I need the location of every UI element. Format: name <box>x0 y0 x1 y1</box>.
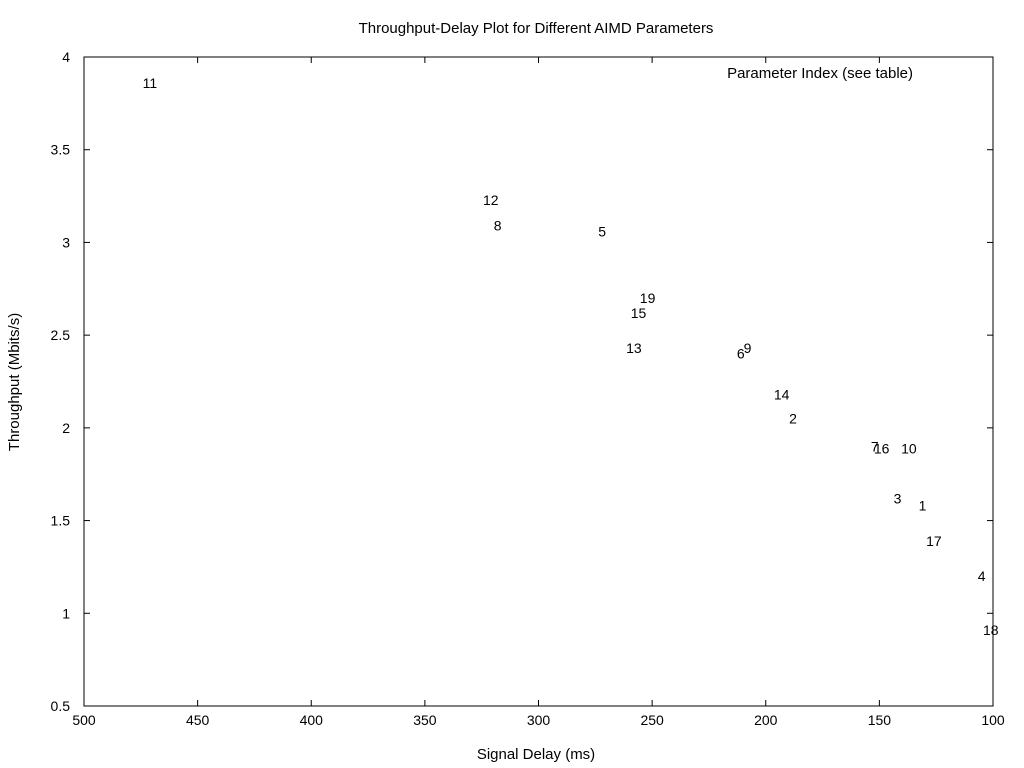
y-tick-label: 3.5 <box>51 142 71 158</box>
data-point-label: 13 <box>626 340 642 356</box>
data-point-label: 11 <box>143 75 158 91</box>
data-point-label: 10 <box>901 440 917 456</box>
data-point-label: 17 <box>926 533 942 549</box>
data-point-label: 1 <box>919 498 927 514</box>
data-point-label: 7 <box>871 438 879 454</box>
data-point-label: 5 <box>598 223 606 239</box>
data-point-label: 8 <box>494 218 502 234</box>
data-point-label: 9 <box>744 340 752 356</box>
x-axis-label: Signal Delay (ms) <box>477 746 595 763</box>
x-tick-label: 300 <box>527 712 551 728</box>
data-point-label: 14 <box>774 386 790 402</box>
data-point-label: 16 <box>874 440 890 456</box>
y-tick-label: 1 <box>62 605 70 621</box>
y-tick-label: 3 <box>62 234 70 250</box>
data-point-label: 18 <box>983 622 999 638</box>
y-axis-label: Throughput (Mbits/s) <box>6 313 23 451</box>
data-point-label: 12 <box>483 192 499 208</box>
x-tick-label: 150 <box>868 712 892 728</box>
data-point-label: 19 <box>640 290 656 306</box>
x-tick-label: 450 <box>186 712 210 728</box>
axis-ticks: 500 450 400 350 300 250 200 150 100 0.5 1 1.5 2 2.5 3 3… <box>51 49 1005 728</box>
x-tick-label: 250 <box>640 712 664 728</box>
y-tick-label: 1.5 <box>51 513 71 529</box>
data-point-label: 4 <box>978 568 986 584</box>
data-point-label: 6 <box>737 346 745 362</box>
x-tick-label: 350 <box>413 712 437 728</box>
x-tick-label: 400 <box>300 712 324 728</box>
x-tick-label: 100 <box>981 712 1005 728</box>
x-tick-label: 200 <box>754 712 778 728</box>
legend-label: Parameter Index (see table) <box>727 65 913 82</box>
data-point-label: 2 <box>789 411 797 427</box>
y-tick-label: 0.5 <box>51 698 71 714</box>
y-tick-label: 4 <box>62 49 70 65</box>
data-point-label: 3 <box>894 490 902 506</box>
data-point-label: 15 <box>631 305 647 321</box>
x-tick-label: 500 <box>72 712 96 728</box>
plot-frame <box>83 56 994 707</box>
chart-title: Throughput-Delay Plot for Different AIMD… <box>359 20 714 37</box>
y-tick-label: 2 <box>62 420 70 436</box>
y-tick-label: 2.5 <box>51 327 71 343</box>
